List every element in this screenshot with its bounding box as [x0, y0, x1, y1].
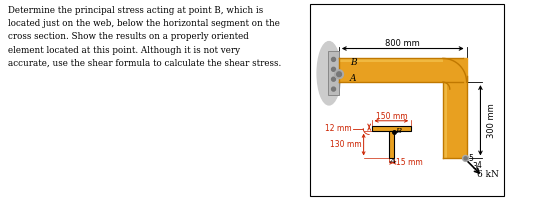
Circle shape	[464, 157, 467, 160]
Text: 5: 5	[468, 154, 473, 163]
Circle shape	[335, 70, 343, 79]
Bar	[389, 131, 393, 158]
Text: 130 mm: 130 mm	[330, 140, 362, 149]
Circle shape	[331, 77, 336, 81]
Circle shape	[331, 87, 336, 91]
Circle shape	[337, 72, 341, 77]
Text: 6 kN: 6 kN	[478, 170, 499, 179]
Bar	[443, 58, 466, 82]
Text: B: B	[396, 127, 402, 135]
Bar	[328, 51, 339, 95]
Bar	[443, 82, 447, 158]
Text: 12 mm: 12 mm	[325, 124, 352, 133]
Text: 4: 4	[476, 161, 481, 170]
Bar	[372, 126, 411, 131]
Text: 800 mm: 800 mm	[386, 39, 420, 48]
Text: 150 mm: 150 mm	[376, 112, 407, 121]
Text: 300 mm: 300 mm	[487, 103, 496, 138]
Circle shape	[463, 155, 469, 161]
Text: Determine the principal stress acting at point B, which is
located just on the w: Determine the principal stress acting at…	[8, 6, 281, 68]
Bar	[339, 58, 463, 82]
Text: A: A	[350, 74, 356, 83]
Bar	[443, 82, 466, 158]
Bar	[339, 58, 463, 62]
Circle shape	[331, 67, 336, 71]
Text: B: B	[350, 58, 356, 67]
Circle shape	[331, 57, 336, 61]
Ellipse shape	[317, 42, 341, 105]
Text: 3: 3	[472, 162, 477, 171]
Text: A: A	[390, 157, 396, 165]
Text: 15 mm: 15 mm	[396, 158, 422, 167]
